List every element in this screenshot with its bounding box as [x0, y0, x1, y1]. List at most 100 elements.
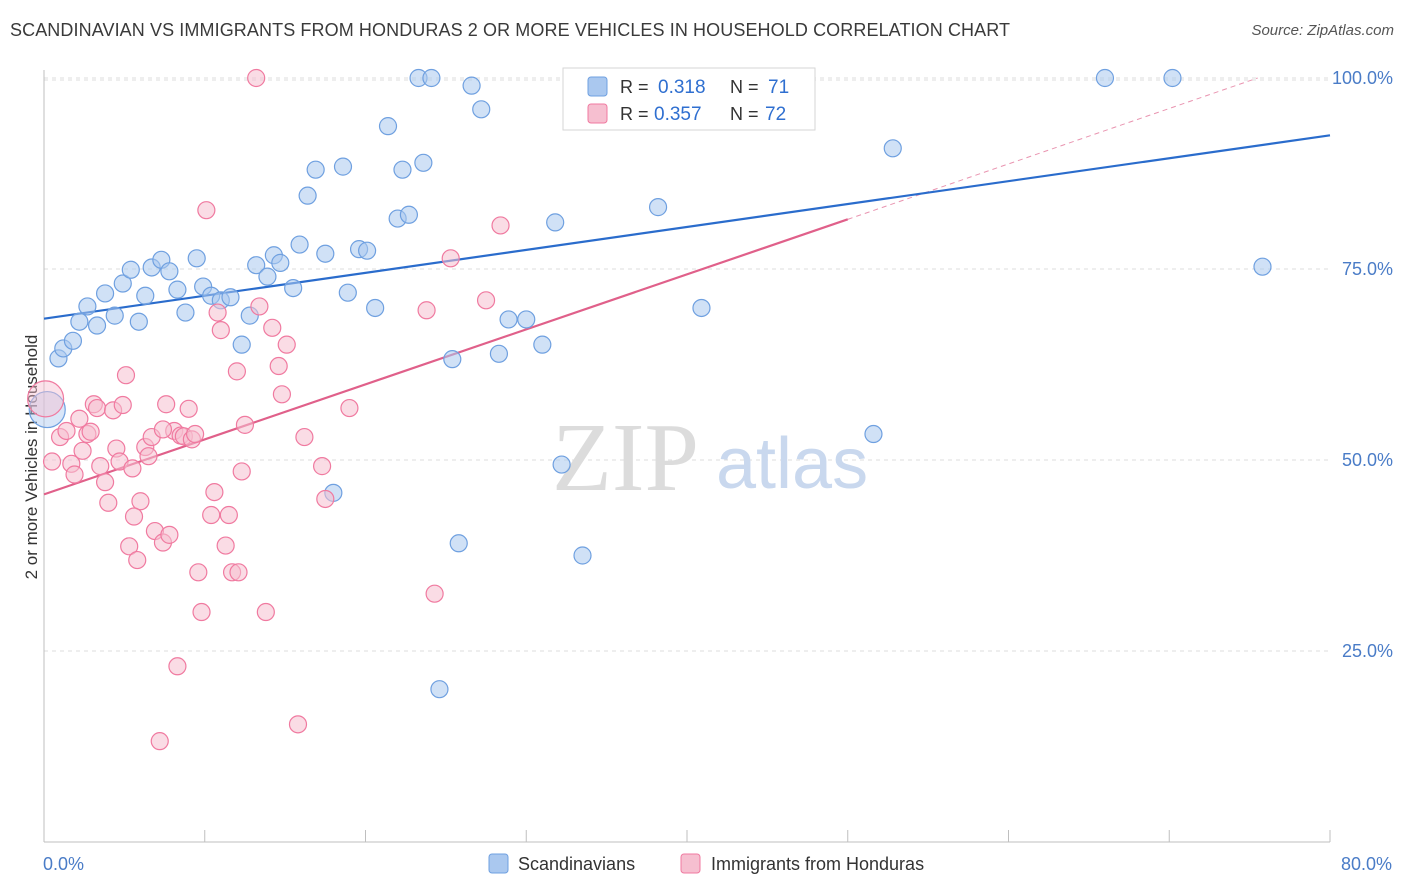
honduras-point — [179, 399, 198, 418]
legend-r-value-2: 0.357 — [654, 104, 702, 125]
honduras-point — [295, 427, 314, 447]
scandinavian-point — [95, 284, 115, 303]
honduras-point — [95, 473, 115, 492]
scandinavian-point — [168, 280, 187, 299]
scandinavian-point — [883, 139, 902, 158]
honduras-point — [70, 409, 89, 428]
watermark: ZIP atlas — [552, 404, 868, 512]
honduras-point — [116, 366, 136, 385]
honduras-trend-extension — [847, 77, 1258, 220]
x-ticks — [43, 830, 1331, 842]
honduras-point — [157, 395, 176, 414]
scandinavian-point — [113, 274, 132, 293]
honduras-point — [232, 462, 251, 481]
y-axis-label: 2 or more Vehicles in Household — [22, 335, 41, 580]
scandinavian-point — [187, 249, 206, 268]
scandinavian-point — [552, 455, 571, 474]
honduras-point — [87, 398, 107, 418]
scandinavian-point — [517, 310, 536, 329]
honduras-point — [247, 68, 266, 88]
scandinavian-point — [306, 160, 325, 179]
honduras-point — [205, 482, 224, 502]
honduras-point — [73, 441, 92, 460]
scandinavians-points — [28, 68, 1272, 699]
scandinavian-point — [692, 298, 711, 318]
honduras-point — [186, 424, 205, 444]
honduras-point — [124, 507, 144, 526]
scandinavian-point — [78, 297, 97, 316]
chart-title: SCANDINAVIAN VS IMMIGRANTS FROM HONDURAS… — [10, 20, 1011, 40]
honduras-point — [150, 732, 169, 751]
bottom-legend-swatch-pink — [680, 853, 701, 874]
scandinavian-point — [422, 68, 441, 88]
legend-r-label-1: R = — [620, 77, 649, 97]
bottom-legend: Scandinavians Immigrants from Honduras — [488, 853, 924, 874]
honduras-point — [288, 715, 308, 734]
honduras-point — [227, 362, 246, 381]
scandinavian-point — [546, 213, 565, 232]
bottom-legend-scandinavians: Scandinavians — [518, 854, 635, 874]
scandinavian-point — [105, 306, 124, 325]
honduras-point — [441, 249, 460, 268]
legend-swatch-pink — [587, 103, 608, 124]
scandinavian-point — [316, 244, 335, 263]
scandinavian-point — [1253, 257, 1272, 276]
scandinavians-trend-line — [43, 134, 1331, 320]
legend-n-label-1: N = — [730, 77, 759, 97]
honduras-point — [263, 318, 282, 337]
scandinavian-point — [472, 100, 491, 119]
scandinavian-point — [258, 267, 277, 286]
honduras-point — [491, 216, 510, 235]
scandinavian-point — [378, 117, 398, 136]
honduras-point — [91, 457, 110, 476]
scandinavian-point — [1095, 68, 1115, 88]
honduras-point — [197, 201, 216, 220]
scandinavian-point — [121, 260, 140, 279]
y-tick-label: 75.0% — [1342, 259, 1393, 279]
x-tick-label-min: 0.0% — [43, 854, 84, 874]
scandinavian-point — [399, 205, 419, 224]
scandinavian-point — [533, 335, 552, 354]
honduras-point — [202, 505, 221, 525]
honduras-point — [192, 602, 211, 622]
scandinavian-point — [393, 160, 412, 179]
scandinavian-point — [414, 153, 433, 172]
bottom-legend-swatch-blue — [488, 853, 509, 874]
honduras-point — [113, 395, 132, 415]
scandinavian-point — [129, 312, 148, 331]
honduras-point — [216, 536, 235, 555]
scandinavian-point — [284, 279, 303, 298]
scandinavian-point — [221, 288, 240, 307]
honduras-point — [312, 457, 332, 476]
honduras-point — [208, 303, 227, 322]
honduras-point — [189, 563, 208, 582]
honduras-point — [476, 291, 496, 310]
honduras-points — [27, 68, 510, 751]
honduras-point — [42, 452, 62, 471]
scandinavian-point — [489, 344, 509, 363]
honduras-point — [272, 385, 292, 404]
scandinavian-point — [333, 157, 353, 176]
y-tick-label: 100.0% — [1332, 68, 1393, 88]
honduras-point — [256, 602, 275, 622]
scandinavian-point — [573, 546, 592, 565]
legend-n-value-2: 72 — [765, 104, 786, 125]
honduras-point — [153, 420, 173, 439]
honduras-point — [27, 380, 65, 418]
y-tick-label: 25.0% — [1342, 641, 1393, 661]
scandinavian-point — [247, 256, 266, 275]
watermark-atlas: atlas — [716, 424, 868, 504]
honduras-point — [128, 550, 147, 570]
x-tick-label-max: 80.0% — [1341, 854, 1392, 874]
scandinavian-point — [271, 253, 290, 272]
honduras-point — [168, 657, 187, 676]
scandinavian-point — [449, 534, 468, 553]
honduras-point — [219, 505, 238, 525]
honduras-point — [81, 422, 100, 441]
scandinavian-point — [430, 680, 449, 699]
scandinavian-point — [232, 335, 251, 354]
scandinavian-point — [176, 303, 195, 322]
legend-r-value-1: 0.318 — [658, 77, 706, 98]
honduras-point — [160, 525, 179, 544]
